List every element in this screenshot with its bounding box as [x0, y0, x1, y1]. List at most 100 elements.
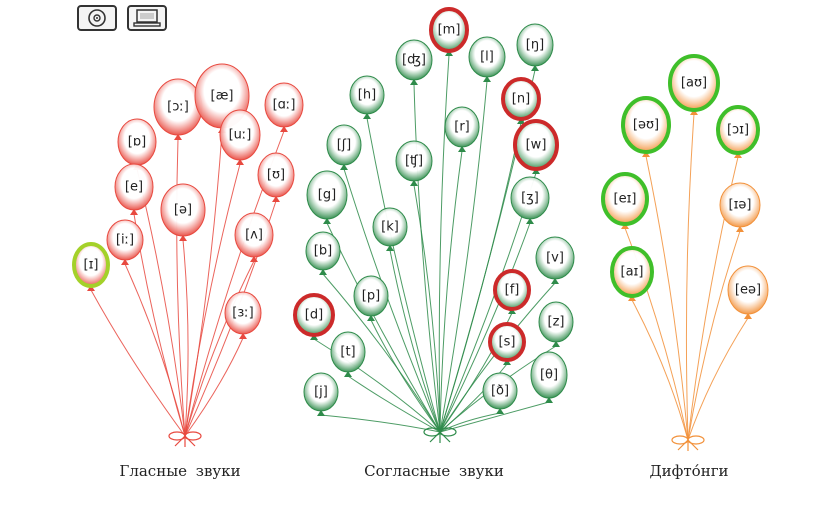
- balloon-knot: [744, 313, 752, 319]
- balloon-body: [468, 36, 506, 78]
- balloon[interactable]: [n]: [501, 77, 541, 124]
- balloon-string: [439, 122, 522, 433]
- balloon-symbol: [ʧ]: [405, 154, 423, 169]
- balloon-knot: [552, 341, 560, 347]
- balloon-symbol: [θ]: [540, 368, 558, 383]
- balloon-knot: [526, 218, 534, 224]
- balloon-knot: [319, 269, 327, 275]
- balloon[interactable]: [ɔː]: [153, 78, 203, 140]
- balloon[interactable]: [ɜː]: [224, 291, 262, 339]
- balloon[interactable]: [eɪ]: [601, 172, 649, 229]
- balloon-string: [176, 138, 186, 437]
- balloon[interactable]: [t]: [330, 331, 366, 377]
- balloon-symbol: [l]: [480, 50, 494, 65]
- balloon[interactable]: [aʊ]: [668, 54, 720, 115]
- balloon[interactable]: [p]: [353, 275, 389, 321]
- balloon-body: [257, 152, 295, 198]
- balloon[interactable]: [ʃ]: [326, 124, 362, 170]
- balloon-knot: [121, 259, 129, 265]
- balloon-knot: [250, 256, 258, 262]
- balloon[interactable]: [ə]: [160, 183, 206, 241]
- balloon[interactable]: [r]: [444, 106, 480, 152]
- balloon-body: [395, 39, 433, 81]
- balloon-body: [444, 106, 480, 148]
- balloon[interactable]: [j]: [303, 372, 339, 416]
- balloon[interactable]: [l]: [468, 36, 506, 82]
- balloon-body: [353, 275, 389, 317]
- balloon[interactable]: [aɪ]: [610, 246, 654, 301]
- balloon-body: [326, 124, 362, 166]
- balloon-symbol: [j]: [314, 385, 328, 400]
- balloon[interactable]: [uː]: [219, 109, 261, 165]
- balloon[interactable]: [əʊ]: [621, 96, 671, 157]
- balloon-symbol: [w]: [526, 138, 547, 153]
- balloon[interactable]: [e]: [114, 163, 154, 215]
- balloon-body: [668, 54, 720, 112]
- balloon[interactable]: [ð]: [482, 372, 518, 414]
- balloon-symbol: [z]: [548, 315, 565, 330]
- balloon-string: [184, 131, 223, 437]
- balloon-knot: [280, 126, 288, 132]
- balloon-symbol: [ɒ]: [128, 135, 146, 150]
- balloon-body: [510, 176, 550, 220]
- balloon[interactable]: [s]: [488, 322, 526, 365]
- balloon[interactable]: [w]: [513, 119, 559, 174]
- balloon[interactable]: [eə]: [727, 265, 769, 319]
- cd-button[interactable]: [77, 5, 117, 31]
- balloon-symbol: [ɜː]: [232, 306, 253, 321]
- balloon[interactable]: [ɒ]: [117, 118, 157, 170]
- computer-button[interactable]: [127, 5, 167, 31]
- balloon-symbol: [r]: [454, 120, 470, 135]
- balloon-symbol: [b]: [314, 244, 332, 259]
- balloon-body: [535, 236, 575, 280]
- balloon[interactable]: [θ]: [530, 351, 568, 403]
- balloon-knot: [386, 245, 394, 251]
- balloon[interactable]: [ʌ]: [234, 212, 274, 262]
- cd-disc-icon: [88, 9, 106, 27]
- balloon[interactable]: [g]: [306, 170, 348, 224]
- balloon-body: [349, 75, 385, 115]
- balloon-body: [601, 172, 649, 226]
- balloon-body: [610, 246, 654, 298]
- balloon[interactable]: [z]: [538, 301, 574, 347]
- balloon[interactable]: [k]: [372, 207, 408, 251]
- balloon-symbol: [ɪə]: [729, 198, 752, 213]
- balloon-string: [685, 113, 695, 441]
- balloon[interactable]: [ʊ]: [257, 152, 295, 202]
- balloon-knot: [531, 65, 539, 71]
- balloon[interactable]: [ɔɪ]: [716, 105, 760, 158]
- balloon[interactable]: [ɪə]: [719, 182, 761, 232]
- balloon[interactable]: [h]: [349, 75, 385, 119]
- balloon-symbol: [m]: [438, 23, 461, 38]
- balloon[interactable]: [ɑː]: [264, 82, 304, 132]
- balloon[interactable]: [d]: [293, 293, 335, 340]
- balloon[interactable]: [b]: [305, 231, 341, 275]
- balloon[interactable]: [ʒ]: [510, 176, 550, 224]
- balloon-string: [347, 375, 441, 433]
- balloon-body: [305, 231, 341, 271]
- balloon[interactable]: [f]: [493, 269, 531, 314]
- balloon-symbol: [t]: [340, 345, 355, 360]
- balloon[interactable]: [ɪ]: [72, 242, 110, 291]
- balloon[interactable]: [ʧ]: [395, 140, 433, 186]
- string-bow: [168, 431, 202, 447]
- balloon[interactable]: [v]: [535, 236, 575, 284]
- balloon-symbol: [ʃ]: [337, 138, 352, 153]
- balloon-string: [687, 230, 741, 441]
- balloon-body: [160, 183, 206, 237]
- balloon-string: [184, 163, 241, 437]
- balloon-string: [90, 289, 186, 437]
- balloon-string: [413, 83, 441, 433]
- balloon[interactable]: [m]: [429, 7, 469, 56]
- balloon-body: [530, 351, 568, 399]
- balloon-string: [389, 249, 441, 433]
- balloon[interactable]: [ʤ]: [395, 39, 433, 85]
- balloon-body: [395, 140, 433, 182]
- balloon-body: [719, 182, 761, 228]
- balloon[interactable]: [ŋ]: [516, 23, 554, 71]
- balloon-body: [716, 105, 760, 155]
- balloon[interactable]: [iː]: [106, 219, 144, 265]
- balloon-symbol: [v]: [546, 251, 564, 266]
- balloon-knot: [239, 333, 247, 339]
- balloon-string: [320, 414, 441, 433]
